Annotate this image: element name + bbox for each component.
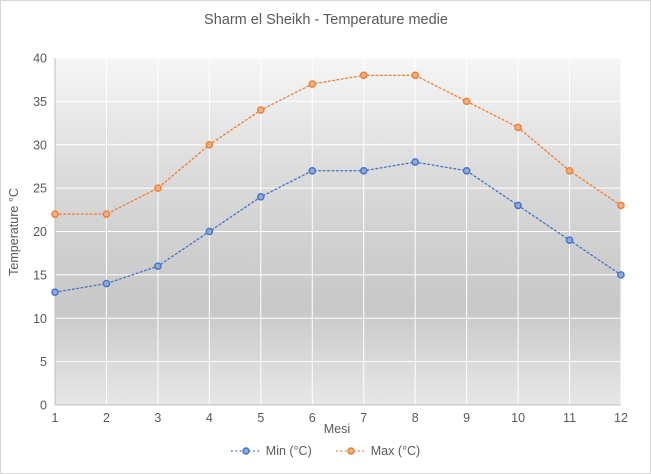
max-series-key-icon	[335, 447, 366, 455]
x-tick-label: 1	[52, 411, 59, 425]
y-axis-title: Temperature °C	[7, 188, 21, 276]
legend-item-min: Min (°C)	[230, 444, 312, 458]
x-tick-label: 9	[463, 411, 470, 425]
x-tick-label: 10	[511, 411, 525, 425]
y-tick-label: 40	[33, 52, 47, 66]
data-point-max	[359, 71, 368, 80]
y-tick-label: 10	[33, 312, 47, 326]
x-tick-label: 8	[412, 411, 419, 425]
legend-item-max: Max (°C)	[335, 444, 421, 458]
data-point-max	[102, 210, 111, 218]
y-tick-label: 5	[40, 355, 47, 369]
data-point-max	[308, 80, 317, 88]
chart-title: Sharm el Sheikh - Temperature medie	[204, 12, 448, 28]
series-line-max	[54, 74, 622, 215]
data-point-min	[51, 288, 59, 297]
y-tick-label: 30	[33, 138, 47, 152]
series-line-min	[54, 161, 622, 293]
data-point-min	[359, 166, 368, 175]
x-tick-label: 2	[103, 411, 110, 425]
data-point-max	[565, 166, 574, 175]
legend-label-max: Max (°C)	[370, 444, 421, 458]
x-tick-label: 6	[309, 411, 316, 425]
x-tick-label: 7	[360, 411, 367, 425]
data-point-max	[462, 97, 471, 106]
x-tick-label: 12	[614, 411, 628, 425]
y-tick-label: 0	[40, 399, 47, 413]
y-tick-label: 20	[33, 225, 47, 239]
data-point-max	[51, 210, 59, 218]
x-tick-label: 4	[206, 411, 213, 425]
legend-key-marker	[347, 447, 355, 455]
data-point-min	[462, 166, 471, 175]
min-series-key-icon	[230, 447, 261, 455]
data-point-min	[102, 279, 111, 288]
data-point-max	[257, 106, 265, 114]
y-tick-label: 15	[33, 268, 47, 282]
data-point-min	[205, 227, 214, 236]
x-tick-label: 5	[257, 411, 264, 425]
data-point-min	[411, 158, 419, 166]
legend: Min (°C) Max (°C)	[1, 444, 650, 458]
legend-label-min: Min (°C)	[265, 444, 312, 458]
legend-key-marker	[242, 447, 250, 455]
data-point-min	[617, 271, 625, 279]
x-tick-label: 3	[154, 411, 161, 425]
y-tick-label: 35	[33, 95, 47, 109]
x-axis-title: Mesi	[324, 422, 350, 436]
x-tick-label: 11	[563, 411, 576, 425]
data-point-min	[257, 192, 265, 201]
data-point-min	[154, 262, 162, 271]
data-point-max	[514, 123, 522, 132]
data-point-min	[514, 201, 522, 210]
data-point-max	[411, 71, 419, 80]
data-point-max	[617, 201, 625, 210]
data-point-max	[205, 140, 214, 149]
data-point-max	[154, 184, 162, 192]
y-tick-label: 25	[33, 182, 47, 196]
data-point-min	[565, 236, 574, 244]
data-point-min	[308, 166, 317, 175]
